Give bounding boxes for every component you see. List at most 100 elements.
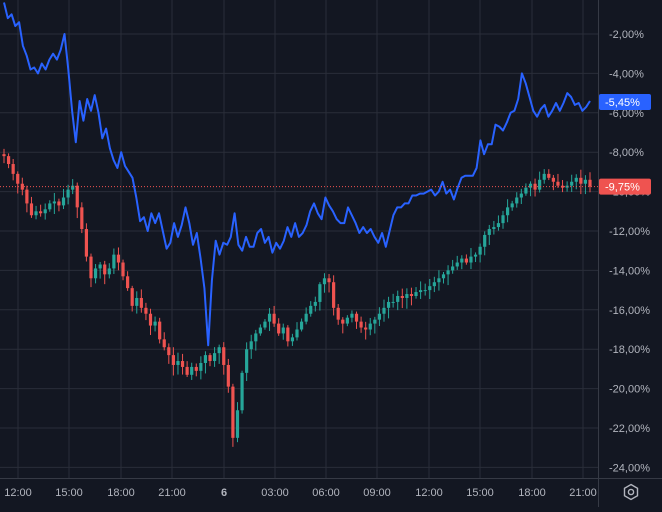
candle bbox=[29, 196, 34, 218]
candle bbox=[199, 356, 203, 380]
candle-body bbox=[29, 203, 34, 216]
candle-body bbox=[446, 270, 450, 275]
candle bbox=[52, 193, 56, 214]
x-tick-label: 15:00 bbox=[55, 487, 83, 499]
candle bbox=[396, 290, 400, 311]
candle bbox=[130, 285, 134, 312]
candle bbox=[212, 347, 217, 367]
candle bbox=[2, 148, 6, 164]
x-tick-label: 21:00 bbox=[158, 487, 186, 499]
candle bbox=[478, 243, 482, 263]
candle bbox=[180, 353, 185, 375]
candle bbox=[441, 272, 446, 284]
candle bbox=[158, 317, 162, 344]
candle-body bbox=[66, 189, 70, 198]
candle-body bbox=[199, 362, 203, 371]
candle bbox=[126, 271, 130, 291]
candle-body bbox=[588, 179, 592, 187]
candle-body bbox=[212, 353, 217, 362]
candle bbox=[171, 347, 175, 376]
candle bbox=[373, 316, 377, 334]
candle bbox=[16, 171, 20, 194]
candle-body bbox=[139, 297, 143, 308]
candle bbox=[39, 204, 43, 217]
candle-body bbox=[126, 276, 130, 289]
candle-body bbox=[318, 284, 322, 302]
candle bbox=[148, 308, 153, 335]
candle-body bbox=[80, 207, 84, 230]
candle-body bbox=[409, 294, 414, 297]
candle bbox=[501, 210, 505, 229]
candle bbox=[313, 296, 317, 312]
y-tick-label: -18,00% bbox=[609, 344, 650, 356]
candle-body bbox=[254, 333, 258, 342]
candle bbox=[20, 177, 24, 196]
candle bbox=[359, 316, 363, 333]
candle-body bbox=[235, 410, 240, 438]
candle-body bbox=[116, 254, 121, 263]
candle-body bbox=[57, 201, 61, 206]
candle bbox=[492, 220, 496, 235]
candle-body bbox=[354, 313, 359, 322]
candle-body bbox=[583, 179, 588, 184]
candle-body bbox=[222, 347, 226, 365]
candle bbox=[258, 324, 262, 336]
candle bbox=[341, 317, 345, 334]
y-tick-label: -4,00% bbox=[609, 68, 644, 80]
candle-body bbox=[226, 364, 230, 387]
y-tick-label: -6,00% bbox=[609, 108, 644, 120]
candle-body bbox=[538, 179, 542, 190]
candle bbox=[107, 263, 111, 279]
x-tick-label: 09:00 bbox=[363, 487, 391, 499]
candle bbox=[235, 402, 240, 443]
candle-body bbox=[487, 229, 491, 235]
candle bbox=[208, 353, 212, 367]
candle-body bbox=[167, 347, 171, 356]
candle bbox=[112, 248, 116, 274]
candle-body bbox=[162, 339, 166, 348]
candle-body bbox=[519, 193, 523, 198]
candle-body bbox=[84, 229, 89, 257]
candle-body bbox=[135, 297, 139, 306]
candle bbox=[505, 199, 510, 223]
candle-body bbox=[34, 211, 38, 216]
candle bbox=[437, 270, 441, 291]
candle bbox=[524, 183, 528, 196]
candle-body bbox=[16, 173, 20, 184]
chart-settings-button[interactable] bbox=[618, 481, 644, 503]
candle bbox=[496, 215, 501, 231]
candle-body bbox=[61, 197, 66, 206]
candle bbox=[176, 352, 180, 375]
y-tick-label: -8,00% bbox=[609, 147, 644, 159]
candle-body bbox=[93, 268, 98, 279]
candle bbox=[460, 255, 464, 270]
candle-body bbox=[263, 321, 267, 328]
candle-body bbox=[359, 321, 363, 328]
candle bbox=[139, 289, 143, 313]
gear-icon bbox=[623, 483, 639, 501]
candle-body bbox=[464, 258, 468, 263]
candle-body bbox=[551, 177, 555, 182]
candle bbox=[135, 291, 139, 314]
y-tick-label: -14,00% bbox=[609, 265, 650, 277]
candle-body bbox=[386, 301, 391, 308]
price-labels: -5,45% -9,75% bbox=[599, 93, 651, 195]
candle-body bbox=[304, 313, 308, 322]
candle bbox=[579, 169, 583, 195]
candle bbox=[295, 322, 299, 341]
candle bbox=[423, 283, 427, 296]
candle bbox=[483, 231, 487, 256]
candle bbox=[103, 260, 107, 285]
candle-body bbox=[71, 185, 75, 190]
candle bbox=[254, 329, 258, 351]
candle bbox=[299, 318, 304, 332]
x-tick-label: 21:00 bbox=[569, 487, 597, 499]
y-tick-label: -2,00% bbox=[609, 29, 644, 41]
candle-body bbox=[350, 313, 354, 318]
candle bbox=[327, 273, 331, 293]
candle-body bbox=[496, 223, 501, 228]
candle bbox=[354, 311, 359, 329]
y-tick-label: -16,00% bbox=[609, 305, 650, 317]
